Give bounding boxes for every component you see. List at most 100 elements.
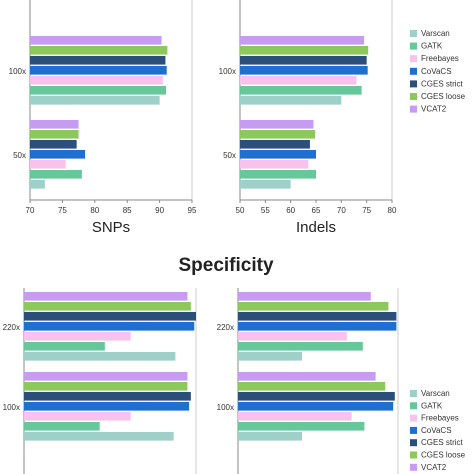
bar-cges-loose-100x <box>24 382 188 391</box>
legend-swatch <box>410 80 417 88</box>
legend-label: CGES loose <box>421 451 466 460</box>
bar-gatk-50x <box>240 170 316 179</box>
bar-cges-loose-50x <box>240 130 315 139</box>
bar-freebayes-50x <box>240 160 309 169</box>
bar-varscan-50x <box>240 180 291 189</box>
bar-cges-strict-220x <box>24 312 196 321</box>
legend-label: CGES loose <box>421 92 466 101</box>
legend-swatch <box>410 439 417 447</box>
bar-varscan-220x <box>238 352 302 361</box>
x-tick-label: 85 <box>123 206 132 215</box>
bar-gatk-50x <box>30 170 82 179</box>
bar-covacs-100x <box>238 402 394 411</box>
bar-cges-loose-220x <box>24 302 191 311</box>
bar-varscan-100x <box>30 96 160 105</box>
bar-freebayes-100x <box>240 76 357 85</box>
bar-cges-loose-100x <box>238 382 386 391</box>
bar-vcat2-220x <box>238 292 371 301</box>
bar-freebayes-50x <box>30 160 66 169</box>
legend-label: CGES strict <box>421 438 464 447</box>
legend-label: CoVaCS <box>421 426 452 435</box>
bar-cges-strict-100x <box>240 56 367 65</box>
legend-swatch <box>410 390 417 397</box>
bar-freebayes-100x <box>24 412 131 421</box>
category-label: 100x <box>3 403 20 412</box>
bar-covacs-100x <box>24 402 190 411</box>
legend-swatch <box>410 451 417 459</box>
category-label: 220x <box>3 323 20 332</box>
bar-cges-loose-100x <box>30 46 168 55</box>
bar-covacs-50x <box>240 150 316 159</box>
bar-cges-strict-100x <box>24 392 191 401</box>
bar-vcat2-100x <box>238 372 376 381</box>
category-label: 100x <box>9 67 26 76</box>
bar-vcat2-100x <box>240 36 365 45</box>
bar-covacs-100x <box>30 66 167 75</box>
bar-gatk-100x <box>24 422 100 431</box>
bar-gatk-220x <box>24 342 105 351</box>
legend-top: Varscan GATK Freebayes CoVaCS CGES strict CGE… <box>410 29 466 114</box>
x-tick-label: 60 <box>286 206 295 215</box>
legend-label: CGES strict <box>421 79 464 88</box>
x-tick-label: 80 <box>388 206 397 215</box>
bar-cges-strict-50x <box>30 140 77 149</box>
x-tick-label: 70 <box>26 206 35 215</box>
x-tick-label: 50 <box>236 206 245 215</box>
legend-swatch <box>410 414 417 422</box>
legend-label: Varscan <box>421 29 450 38</box>
bar-freebayes-220x <box>24 332 131 341</box>
bar-covacs-100x <box>240 66 368 75</box>
legend-swatch <box>410 93 417 100</box>
specificity-right-chart: 220x 100x <box>217 288 399 474</box>
legend-bottom: Varscan GATK Freebayes CoVaCS CGES strict CGE… <box>410 389 466 472</box>
legend-swatch <box>410 42 417 50</box>
bar-freebayes-100x <box>30 76 163 85</box>
x-tick-label: 90 <box>155 206 164 215</box>
bar-cges-loose-50x <box>30 130 79 139</box>
legend-label: Freebayes <box>421 54 459 63</box>
bar-vcat2-50x <box>240 120 314 129</box>
x-tick-label: 75 <box>58 206 67 215</box>
category-label: 50x <box>223 151 236 160</box>
x-tick-label: 65 <box>312 206 321 215</box>
x-tick-label: 95 <box>188 206 197 215</box>
x-tick-label: 55 <box>261 206 270 215</box>
bar-varscan-50x <box>30 180 45 189</box>
category-label: 100x <box>219 67 236 76</box>
x-axis-label: Indels <box>296 219 336 236</box>
bar-vcat2-100x <box>30 36 162 45</box>
legend-label: VCAT2 <box>421 105 447 114</box>
legend-swatch <box>410 67 417 75</box>
specificity-left-chart: 220x 100x <box>3 288 197 474</box>
bar-vcat2-100x <box>24 372 188 381</box>
legend-label: CoVaCS <box>421 67 452 76</box>
bar-varscan-220x <box>24 352 176 361</box>
x-tick-label: 80 <box>90 206 99 215</box>
bar-cges-strict-100x <box>30 56 166 65</box>
bar-cges-strict-50x <box>240 140 310 149</box>
bar-gatk-220x <box>238 342 363 351</box>
bar-cges-strict-100x <box>238 392 395 401</box>
bar-cges-loose-220x <box>238 302 389 311</box>
x-tick-label: 75 <box>362 206 371 215</box>
bar-vcat2-50x <box>30 120 79 129</box>
bar-varscan-100x <box>238 432 302 441</box>
legend-label: Freebayes <box>421 414 459 423</box>
indels-chart: 50 55 60 65 70 75 80 Indels 100x 50x <box>219 0 397 236</box>
bar-freebayes-220x <box>238 332 347 341</box>
bar-varscan-100x <box>240 96 342 105</box>
category-label: 100x <box>217 403 234 412</box>
legend-label: GATK <box>421 401 443 410</box>
legend-swatch <box>410 426 417 434</box>
legend-label: Varscan <box>421 389 450 398</box>
category-label: 220x <box>217 323 234 332</box>
bar-cges-loose-100x <box>240 46 369 55</box>
bar-varscan-100x <box>24 432 174 441</box>
bar-gatk-100x <box>30 86 167 95</box>
bar-vcat2-220x <box>24 292 188 301</box>
snps-chart: 70 75 80 85 90 95 SNPs 100x 50x <box>9 0 197 236</box>
legend-label: GATK <box>421 42 443 51</box>
legend-swatch <box>410 463 417 471</box>
legend-swatch <box>410 30 417 37</box>
